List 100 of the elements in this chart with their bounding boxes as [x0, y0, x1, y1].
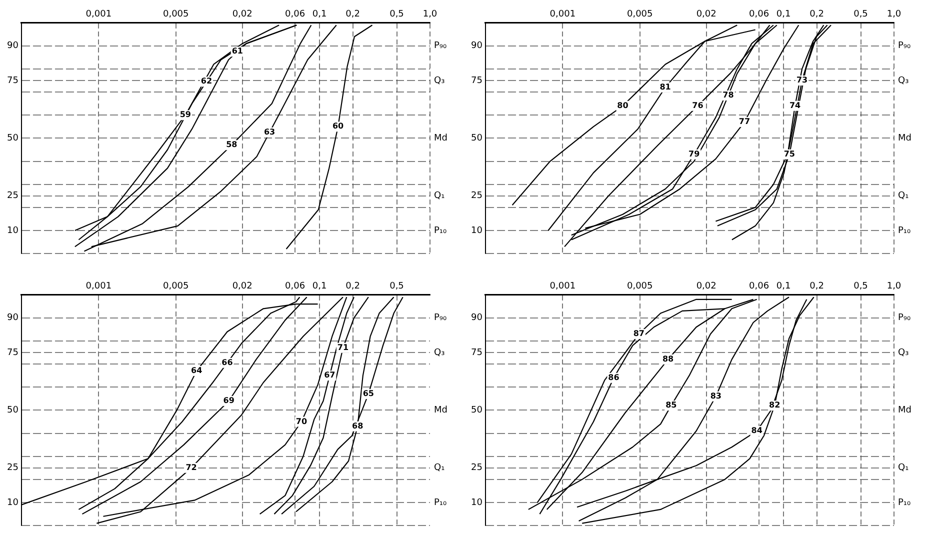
x-tick-label: 0,005 [162, 282, 189, 292]
series-label: 88 [662, 354, 674, 364]
y-tick-label: 25 [471, 191, 482, 202]
series-label: 77 [738, 117, 750, 126]
series-label: 67 [324, 370, 336, 380]
x-tick-label: 0,005 [162, 10, 189, 20]
series-label: 72 [186, 462, 197, 472]
series-label: 65 [362, 389, 374, 398]
text: Md [434, 134, 448, 144]
x-tick-label: 0,06 [285, 282, 306, 292]
y-tick-label: 25 [7, 463, 18, 474]
text: P₁₀ [434, 498, 448, 508]
x-tick-label: 0,02 [696, 10, 716, 20]
series-label: 66 [222, 358, 234, 367]
x-tick-label: 0,06 [749, 10, 770, 20]
text: P₁₀ [898, 226, 912, 236]
x-tick-label: 0,06 [285, 10, 306, 20]
series-label: 79 [688, 149, 700, 158]
y-tick-label: 50 [471, 134, 483, 144]
y-tick-label: 25 [471, 463, 482, 474]
series-label: 78 [722, 90, 734, 100]
series-label: 80 [617, 100, 629, 110]
series-label: 71 [337, 342, 349, 352]
series-label: 84 [751, 426, 763, 436]
series-label: 87 [633, 329, 644, 338]
x-tick-label: 0,5 [854, 10, 868, 20]
x-tick-label: 0,2 [346, 282, 360, 292]
x-tick-label: 0,02 [232, 282, 252, 292]
x-tick-label: 0,2 [810, 282, 824, 292]
x-tick-label: 0,005 [626, 10, 653, 20]
x-tick-label: 1,0 [422, 10, 438, 20]
y-tick-label: 10 [7, 226, 19, 236]
y-tick-label: 75 [471, 348, 482, 358]
series-label: 69 [223, 396, 235, 406]
series-label: 59 [180, 110, 192, 120]
x-tick-label: 0,001 [86, 10, 112, 20]
y-tick-label: 10 [471, 226, 483, 236]
y-tick-label: 75 [7, 348, 18, 358]
y-tick-label: 10 [7, 498, 19, 508]
x-tick-label: 0,02 [696, 282, 716, 292]
x-tick-label: 0,5 [390, 282, 404, 292]
series-label: 75 [784, 149, 796, 158]
series-label: 62 [200, 76, 212, 86]
series-label: 86 [608, 372, 620, 382]
text: Q₁ [434, 463, 446, 474]
text: Q₃ [898, 76, 910, 86]
text: Q₃ [434, 76, 446, 86]
x-tick-label: 0,2 [810, 10, 824, 20]
y-tick-label: 50 [471, 406, 483, 416]
text: Q₃ [898, 348, 910, 358]
series-label: 60 [332, 122, 344, 131]
x-tick-label: 0,5 [390, 10, 404, 20]
x-tick-label: 0,1 [312, 10, 327, 20]
series-label: 82 [769, 400, 780, 410]
y-tick-label: 50 [7, 134, 19, 144]
series-label: 63 [264, 128, 276, 137]
series-label: 64 [190, 366, 203, 376]
text: Q₃ [434, 348, 446, 358]
text: Q₁ [898, 191, 910, 202]
series-label: 74 [789, 100, 802, 110]
text: Md [898, 406, 912, 416]
y-tick-label: 90 [7, 41, 19, 52]
y-tick-label: 75 [7, 76, 18, 86]
text: P₉₀ [898, 41, 912, 52]
x-tick-label: 0,1 [776, 10, 791, 20]
text: P₉₀ [434, 41, 448, 52]
series-label: 61 [232, 46, 244, 56]
y-tick-label: 90 [7, 313, 19, 324]
series-label: 76 [692, 100, 704, 110]
text: P₁₀ [434, 226, 448, 236]
x-tick-label: 0,1 [312, 282, 327, 292]
text: P₉₀ [434, 313, 448, 324]
series-label: 83 [710, 391, 722, 400]
series-label: 70 [296, 416, 308, 426]
y-tick-label: 10 [471, 498, 483, 508]
y-tick-label: 50 [7, 406, 19, 416]
y-tick-label: 75 [471, 76, 482, 86]
series-label: 58 [226, 140, 238, 150]
x-tick-label: 0,06 [749, 282, 770, 292]
x-tick-label: 1,0 [886, 10, 902, 20]
x-tick-label: 0,001 [550, 10, 576, 20]
x-tick-label: 0,1 [776, 282, 791, 292]
y-tick-label: 90 [471, 313, 483, 324]
text: P₁₀ [898, 498, 912, 508]
x-tick-label: 1,0 [886, 282, 902, 292]
y-tick-label: 90 [471, 41, 483, 52]
text: Md [434, 406, 448, 416]
text: Q₁ [898, 463, 910, 474]
text: Q₁ [434, 191, 446, 202]
series-label: 68 [352, 421, 364, 430]
series-label: 81 [660, 82, 672, 92]
text: P₉₀ [898, 313, 912, 324]
y-tick-label: 25 [7, 191, 18, 202]
x-tick-label: 0,001 [86, 282, 112, 292]
x-tick-label: 0,02 [232, 10, 252, 20]
series-label: 85 [666, 400, 678, 410]
x-tick-label: 0,2 [346, 10, 360, 20]
x-tick-label: 0,001 [550, 282, 576, 292]
x-tick-label: 0,5 [854, 282, 868, 292]
x-tick-label: 0,005 [626, 282, 653, 292]
